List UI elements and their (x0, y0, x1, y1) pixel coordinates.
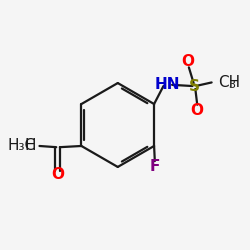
Text: O: O (181, 54, 194, 69)
Text: F: F (150, 159, 160, 174)
Text: HN: HN (154, 77, 180, 92)
Text: H: H (24, 138, 36, 154)
Text: 3: 3 (228, 80, 235, 90)
Text: O: O (191, 103, 204, 118)
Text: H₃C: H₃C (8, 138, 36, 154)
Text: O: O (51, 167, 64, 182)
Text: S: S (189, 78, 200, 94)
Text: CH: CH (218, 75, 240, 90)
